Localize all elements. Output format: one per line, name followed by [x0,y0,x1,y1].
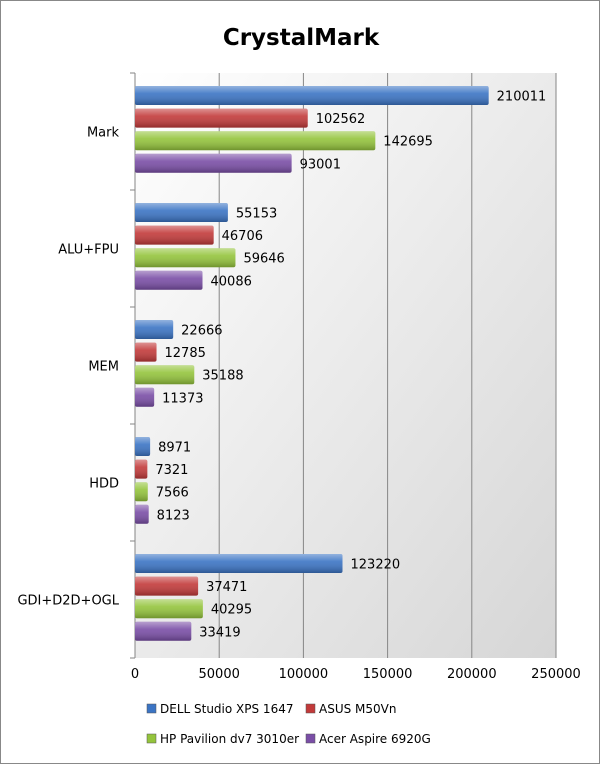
data-label: 55153 [236,207,277,222]
x-tick-label: 50000 [199,667,240,682]
data-label: 22666 [181,324,222,339]
data-label: 40086 [211,274,252,289]
data-label: 142695 [383,135,433,150]
data-label: 123220 [351,558,401,573]
x-tick-label: 150000 [363,667,413,682]
bar-highlight [135,365,195,385]
data-label: 7321 [155,463,188,478]
bar-highlight [135,131,376,151]
legend-label: HP Pavilion dv7 3010er [160,732,299,746]
bar-highlight [135,554,343,573]
x-tick-label: 0 [131,667,139,682]
data-label: 35188 [202,369,243,384]
bar-highlight [135,248,236,268]
legend-swatch [146,703,157,714]
x-tick-label: 200000 [447,667,497,682]
bar-highlight [135,576,199,596]
category-label: MEM [88,360,119,375]
bar-highlight [135,108,308,128]
category-label: Mark [87,126,120,141]
bar-highlight [135,482,148,502]
bar-highlight [135,225,214,245]
legend-swatch [305,703,316,714]
data-label: 40295 [211,603,252,618]
bar-highlight [135,270,203,290]
legend-label: DELL Studio XPS 1647 [160,702,293,716]
x-tick-label: 100000 [279,667,329,682]
data-label: 11373 [162,391,203,406]
data-label: 93001 [300,157,341,172]
data-label: 12785 [165,346,206,361]
category-label: ALU+FPU [58,243,119,258]
x-tick-label: 250000 [531,667,581,682]
data-label: 102562 [316,112,366,127]
chart-title: CrystalMark [223,25,380,51]
data-label: 7566 [156,486,189,501]
bar-highlight [135,599,203,619]
data-label: 46706 [222,229,263,244]
data-label: 8123 [157,508,190,523]
bar-highlight [135,153,292,173]
category-label: GDI+D2D+OGL [17,594,119,609]
legend-swatch [305,733,316,744]
bar-highlight [135,86,489,105]
bar-highlight [135,437,151,456]
legend-label: Acer Aspire 6920G [319,732,431,746]
bar-highlight [135,387,155,407]
category-label: HDD [89,477,119,492]
bar-highlight [135,621,192,641]
bar-highlight [135,459,148,479]
data-label: 33419 [199,625,240,640]
legend-swatch [146,733,157,744]
data-label: 210011 [497,90,547,105]
bar-highlight [135,504,149,524]
bar-highlight [135,320,174,339]
data-label: 37471 [206,580,247,595]
bar-highlight [135,203,228,222]
data-label: 59646 [243,252,284,267]
legend-label: ASUS M50Vn [319,702,396,716]
data-label: 8971 [158,441,191,456]
bar-highlight [135,342,157,362]
